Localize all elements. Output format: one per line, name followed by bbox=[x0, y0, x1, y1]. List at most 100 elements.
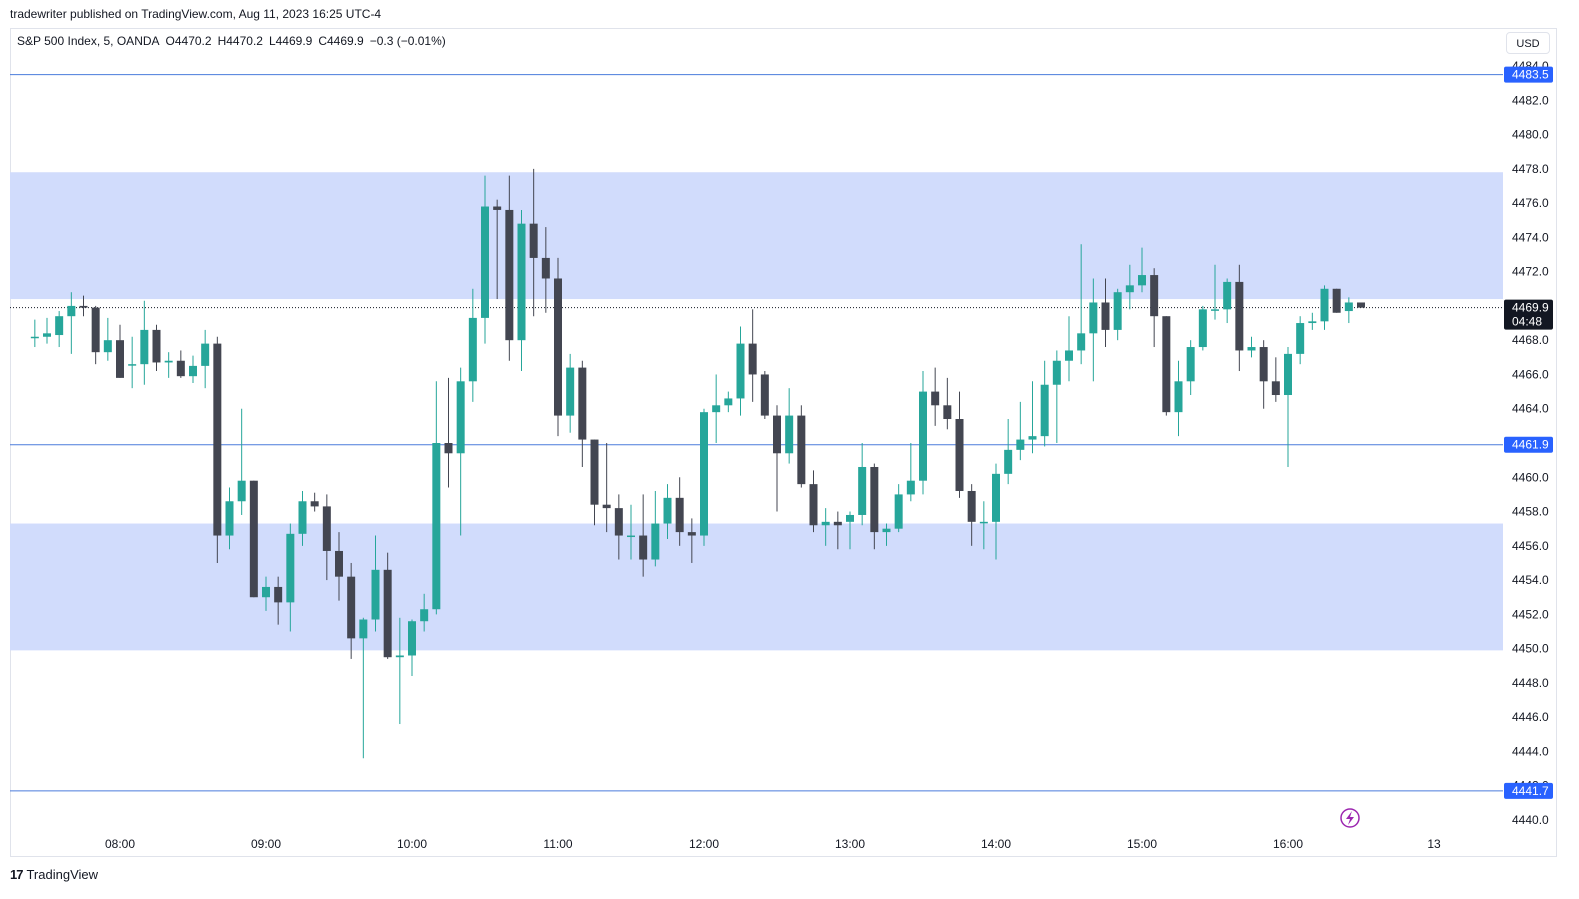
candle-body[interactable] bbox=[1259, 347, 1268, 382]
candle-body[interactable] bbox=[1113, 292, 1122, 330]
candle-body[interactable] bbox=[590, 439, 599, 505]
candle-body[interactable] bbox=[967, 490, 976, 522]
price-tag-1-bg[interactable] bbox=[1504, 436, 1553, 453]
candle-body[interactable] bbox=[748, 343, 757, 375]
candle-body[interactable] bbox=[371, 569, 380, 620]
candle-body[interactable] bbox=[627, 535, 635, 538]
candle-body[interactable] bbox=[700, 412, 708, 536]
candle-body[interactable] bbox=[517, 223, 526, 341]
candle-body[interactable] bbox=[298, 501, 307, 534]
candle-body[interactable] bbox=[116, 340, 124, 378]
candle-body[interactable] bbox=[213, 343, 222, 536]
candle-body[interactable] bbox=[1052, 360, 1061, 385]
candle-body[interactable] bbox=[225, 501, 234, 536]
candle-body[interactable] bbox=[383, 569, 392, 658]
candle-body[interactable] bbox=[30, 336, 39, 339]
legend-symbol[interactable]: S&P 500 Index, 5, OANDA bbox=[17, 34, 160, 48]
currency-button[interactable]: USD bbox=[1506, 32, 1550, 54]
candle-body[interactable] bbox=[432, 443, 441, 610]
candle-body[interactable] bbox=[1186, 347, 1195, 382]
candle-body[interactable] bbox=[140, 329, 149, 365]
tradingview-brand[interactable]: 17 TradingView bbox=[10, 867, 98, 882]
candle-body[interactable] bbox=[943, 405, 952, 420]
candle-body[interactable] bbox=[919, 391, 927, 481]
candle-body[interactable] bbox=[468, 317, 477, 382]
candle-body[interactable] bbox=[797, 415, 806, 485]
candle-body[interactable] bbox=[1150, 275, 1159, 317]
candle-body[interactable] bbox=[1138, 275, 1146, 286]
candle-body[interactable] bbox=[1296, 323, 1305, 354]
candle-body[interactable] bbox=[773, 415, 781, 454]
candle-body[interactable] bbox=[1174, 381, 1183, 413]
candle-body[interactable] bbox=[237, 480, 246, 502]
candle-body[interactable] bbox=[846, 514, 854, 522]
candle-body[interactable] bbox=[310, 501, 319, 507]
candle-body[interactable] bbox=[201, 343, 210, 366]
candle-body[interactable] bbox=[347, 576, 356, 639]
candle-body[interactable] bbox=[274, 586, 283, 603]
candle-body[interactable] bbox=[481, 206, 489, 318]
candle-body[interactable] bbox=[408, 621, 416, 656]
candle-body[interactable] bbox=[91, 307, 100, 353]
candle-body[interactable] bbox=[894, 494, 903, 529]
candle-body[interactable] bbox=[736, 343, 745, 399]
candle-body[interactable] bbox=[1198, 309, 1207, 348]
price-tag-2-bg[interactable] bbox=[1504, 782, 1553, 799]
candle-body[interactable] bbox=[931, 391, 940, 406]
candle-body[interactable] bbox=[760, 374, 769, 416]
candle-body[interactable] bbox=[1284, 353, 1292, 396]
candle-body[interactable] bbox=[955, 419, 964, 491]
candle-body[interactable] bbox=[712, 405, 721, 413]
candle-body[interactable] bbox=[43, 333, 51, 337]
candle-body[interactable] bbox=[1125, 285, 1134, 293]
candle-body[interactable] bbox=[55, 316, 64, 336]
candle-body[interactable] bbox=[724, 398, 733, 406]
candle-body[interactable] bbox=[578, 367, 587, 440]
candle-body[interactable] bbox=[1344, 302, 1353, 312]
candle-body[interactable] bbox=[1065, 350, 1073, 361]
candle-body[interactable] bbox=[979, 521, 988, 524]
candle-body[interactable] bbox=[833, 521, 842, 526]
candle-body[interactable] bbox=[286, 533, 295, 603]
candle-body[interactable] bbox=[529, 223, 538, 258]
candle-body[interactable] bbox=[493, 206, 502, 210]
candle-body[interactable] bbox=[785, 415, 794, 454]
candle-body[interactable] bbox=[262, 586, 270, 598]
candle-body[interactable] bbox=[1162, 316, 1171, 413]
candle-body[interactable] bbox=[1332, 288, 1341, 313]
candle-body[interactable] bbox=[882, 528, 891, 533]
candle-body[interactable] bbox=[79, 305, 88, 308]
candle-body[interactable] bbox=[566, 367, 575, 416]
candle-body[interactable] bbox=[1040, 384, 1049, 437]
candle-body[interactable] bbox=[992, 473, 1000, 522]
candle-body[interactable] bbox=[420, 609, 429, 622]
candle-body[interactable] bbox=[189, 365, 197, 377]
candle-body[interactable] bbox=[359, 619, 368, 639]
candle-body[interactable] bbox=[541, 257, 550, 279]
candle-body[interactable] bbox=[639, 535, 648, 560]
candle-body[interactable] bbox=[505, 209, 514, 341]
candle-body[interactable] bbox=[1101, 302, 1110, 330]
candle-body[interactable] bbox=[675, 497, 684, 533]
candle-body[interactable] bbox=[821, 521, 830, 526]
candle-body[interactable] bbox=[687, 532, 696, 536]
candle-body[interactable] bbox=[1235, 281, 1244, 351]
price-tag-0-bg[interactable] bbox=[1504, 66, 1553, 83]
candle-body[interactable] bbox=[602, 504, 611, 509]
candle-body[interactable] bbox=[128, 364, 137, 366]
candle-body[interactable] bbox=[67, 305, 76, 317]
candle-body[interactable] bbox=[1247, 347, 1256, 351]
candle-body[interactable] bbox=[1223, 281, 1232, 310]
candle-body[interactable] bbox=[663, 497, 672, 524]
candle-body[interactable] bbox=[1211, 309, 1219, 311]
candle-body[interactable] bbox=[164, 360, 173, 363]
candle-body[interactable] bbox=[858, 466, 867, 515]
candle-body[interactable] bbox=[456, 381, 465, 454]
candle-body[interactable] bbox=[152, 329, 161, 363]
candle-body[interactable] bbox=[444, 443, 453, 454]
candle-body[interactable] bbox=[1357, 302, 1365, 308]
candle-body[interactable] bbox=[1320, 288, 1329, 322]
candle-body[interactable] bbox=[103, 340, 112, 353]
candle-body[interactable] bbox=[809, 484, 818, 526]
